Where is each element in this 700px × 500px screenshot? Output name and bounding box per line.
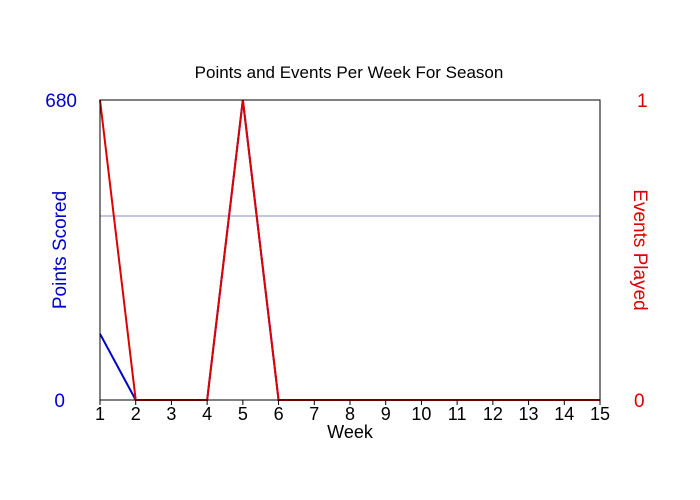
x-tick-label: 15 [590, 404, 610, 424]
left-axis-label: Points Scored [50, 191, 71, 309]
x-tick-label: 3 [166, 404, 176, 424]
x-tick-label: 12 [483, 404, 503, 424]
x-tick-label: 7 [309, 404, 319, 424]
x-tick-label: 6 [274, 404, 284, 424]
x-tick-label: 4 [202, 404, 212, 424]
x-tick-label: 13 [519, 404, 539, 424]
x-tick-label: 8 [345, 404, 355, 424]
x-tick-label: 10 [411, 404, 431, 424]
right-tick-top: 1 [637, 91, 648, 112]
series-line-2 [99, 99, 600, 401]
x-tick-label: 14 [554, 404, 574, 424]
chart-title: Points and Events Per Week For Season [195, 63, 504, 82]
right-tick-bottom: 0 [634, 391, 645, 412]
x-tick-label: 9 [381, 404, 391, 424]
plot-area [99, 99, 600, 401]
series-line-1 [99, 99, 600, 401]
x-tick-label: 11 [448, 404, 467, 424]
left-tick-top: 680 [45, 91, 77, 112]
plot-frame [99, 99, 601, 401]
x-tick-label: 2 [131, 404, 141, 424]
left-tick-bottom: 0 [54, 391, 65, 412]
x-tick-label: 5 [238, 404, 248, 424]
right-axis-label: Events Played [629, 189, 650, 310]
x-axis-ticks: 1 2 3 4 5 6 7 8 9 10 11 12 13 14 15 [95, 400, 610, 424]
x-axis-label: Week [327, 422, 374, 442]
x-tick-label: 1 [95, 404, 105, 424]
